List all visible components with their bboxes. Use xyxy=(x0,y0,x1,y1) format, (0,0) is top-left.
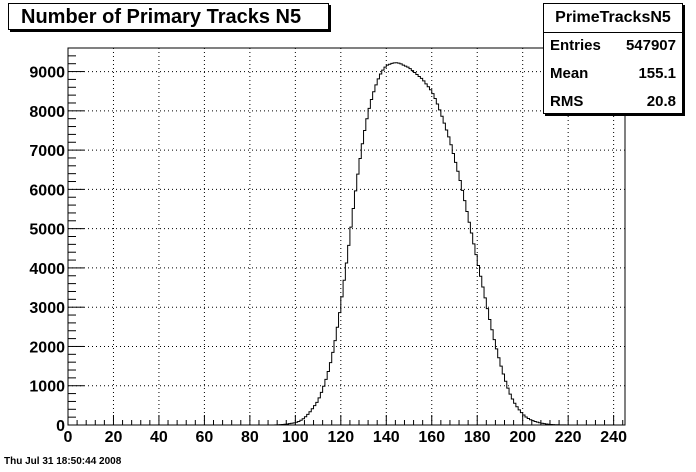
grid-lines xyxy=(68,48,625,425)
x-tick-label: 40 xyxy=(150,429,168,446)
y-tick-label: 5000 xyxy=(29,222,65,239)
y-tick-label: 2000 xyxy=(29,339,65,356)
timestamp: Thu Jul 31 18:50:44 2008 xyxy=(4,456,122,467)
stats-row-entries: Entries 547907 xyxy=(544,33,682,61)
y-tick-label: 1000 xyxy=(29,379,65,396)
stats-value-rms: 20.8 xyxy=(646,93,676,110)
stats-title: PrimeTracksN5 xyxy=(544,4,682,33)
stats-value-mean: 155.1 xyxy=(638,65,676,82)
y-tick-label: 0 xyxy=(56,418,65,435)
x-tick-label: 140 xyxy=(373,429,400,446)
y-tick-label: 8000 xyxy=(29,104,65,121)
x-tick-label: 100 xyxy=(282,429,309,446)
x-tick-label: 240 xyxy=(600,429,627,446)
plot-frame xyxy=(67,47,626,426)
x-tick-label: 160 xyxy=(418,429,445,446)
x-tick-label: 80 xyxy=(241,429,259,446)
stats-label-mean: Mean xyxy=(550,65,589,82)
x-axis: 0 20 40 60 80 100 120 140 160 180 200 220 240 xyxy=(64,415,627,446)
histogram-series xyxy=(272,62,578,426)
x-tick-label: 180 xyxy=(464,429,491,446)
x-tick-label: 0 xyxy=(64,429,73,446)
x-tick-label: 20 xyxy=(105,429,123,446)
stats-value-entries: 547907 xyxy=(625,37,676,54)
x-tick-label: 220 xyxy=(555,429,582,446)
stats-row-mean: Mean 155.1 xyxy=(544,61,682,89)
y-tick-label: 6000 xyxy=(29,182,65,199)
x-tick-label: 120 xyxy=(327,429,354,446)
y-tick-label: 4000 xyxy=(29,261,65,278)
stats-label-rms: RMS xyxy=(550,93,584,110)
stats-box: PrimeTracksN5 Entries 547907 Mean 155.1 … xyxy=(543,3,683,114)
x-tick-label: 60 xyxy=(196,429,214,446)
stats-row-rms: RMS 20.8 xyxy=(544,89,682,117)
y-tick-label: 9000 xyxy=(29,65,65,82)
x-tick-label: 200 xyxy=(509,429,536,446)
chart-title: Number of Primary Tracks N5 xyxy=(21,6,302,28)
y-axis: 0 1000 2000 3000 4000 5000 6000 7000 8000 9000 xyxy=(29,47,84,435)
y-tick-label: 7000 xyxy=(29,143,65,160)
stats-label-entries: Entries xyxy=(550,37,601,54)
y-tick-label: 3000 xyxy=(29,300,65,317)
title-box: Number of Primary Tracks N5 xyxy=(8,3,329,30)
